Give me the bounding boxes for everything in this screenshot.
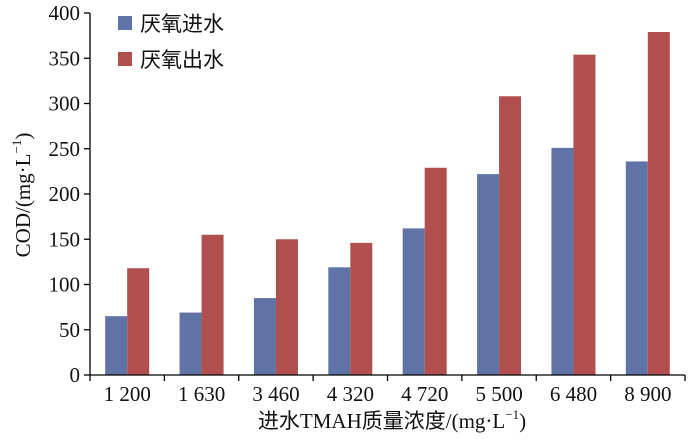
bar-inflow-3	[328, 267, 351, 375]
y-axis-title-main: COD/(mg·L	[11, 154, 35, 258]
x-tick-label-6: 6 480	[550, 382, 597, 406]
y-tick-label-250: 250	[49, 137, 81, 161]
x-tick-label-1: 1 630	[178, 382, 225, 406]
y-axis-title-close: )	[11, 133, 35, 140]
x-axis-title-main: 进水TMAH质量浓度/(mg·L	[258, 409, 505, 433]
bar-inflow-7	[625, 161, 648, 375]
bar-inflow-1	[179, 312, 202, 375]
x-axis-title: 进水TMAH质量浓度/(mg·L−1)	[258, 407, 526, 433]
legend-swatch-outflow	[118, 52, 132, 66]
bar-outflow-6	[573, 54, 596, 375]
bar-outflow-4	[424, 167, 447, 375]
x-tick-label-2: 3 460	[252, 382, 299, 406]
bar-outflow-5	[499, 96, 522, 375]
y-tick-label-0: 0	[70, 363, 81, 387]
bar-outflow-2	[275, 239, 298, 375]
bar-inflow-4	[402, 228, 425, 375]
y-axis-title-sup: −1	[9, 140, 24, 154]
bar-inflow-0	[105, 316, 128, 375]
bar-outflow-3	[350, 242, 373, 375]
legend: 厌氧进水 厌氧出水	[118, 12, 224, 72]
y-tick-label-200: 200	[49, 182, 81, 206]
bar-outflow-0	[127, 268, 150, 375]
x-tick-label-4: 4 720	[401, 382, 448, 406]
x-axis: 1 200 1 630 3 460 4 320 4 720 5 500 6 480 8 900	[89, 374, 686, 406]
legend-label-outflow: 厌氧出水	[140, 48, 224, 72]
y-axis-title: COD/(mg·L−1)	[9, 133, 35, 258]
y-tick-label-50: 50	[59, 318, 80, 342]
x-axis-title-close: )	[519, 409, 526, 433]
bar-outflow-7	[647, 32, 670, 375]
y-tick-label-400: 400	[49, 1, 81, 25]
bar-inflow-6	[551, 147, 574, 375]
y-tick-label-300: 300	[49, 92, 81, 116]
x-axis-title-sup: −1	[505, 407, 519, 422]
y-axis: 0 50 100 150 200 250 300 350 400	[49, 1, 91, 387]
bar-inflow-5	[477, 174, 500, 375]
bar-inflow-2	[253, 298, 276, 375]
y-tick-label-100: 100	[49, 273, 81, 297]
x-tick-label-7: 8 900	[624, 382, 671, 406]
bars-group	[105, 32, 670, 375]
legend-swatch-inflow	[118, 16, 132, 30]
x-tick-label-5: 5 500	[475, 382, 522, 406]
x-tick-label-0: 1 200	[104, 382, 151, 406]
legend-label-inflow: 厌氧进水	[140, 12, 224, 36]
bar-outflow-1	[201, 234, 224, 375]
y-tick-label-350: 350	[49, 46, 81, 70]
x-tick-label-3: 4 320	[327, 382, 374, 406]
y-tick-label-150: 150	[49, 227, 81, 251]
